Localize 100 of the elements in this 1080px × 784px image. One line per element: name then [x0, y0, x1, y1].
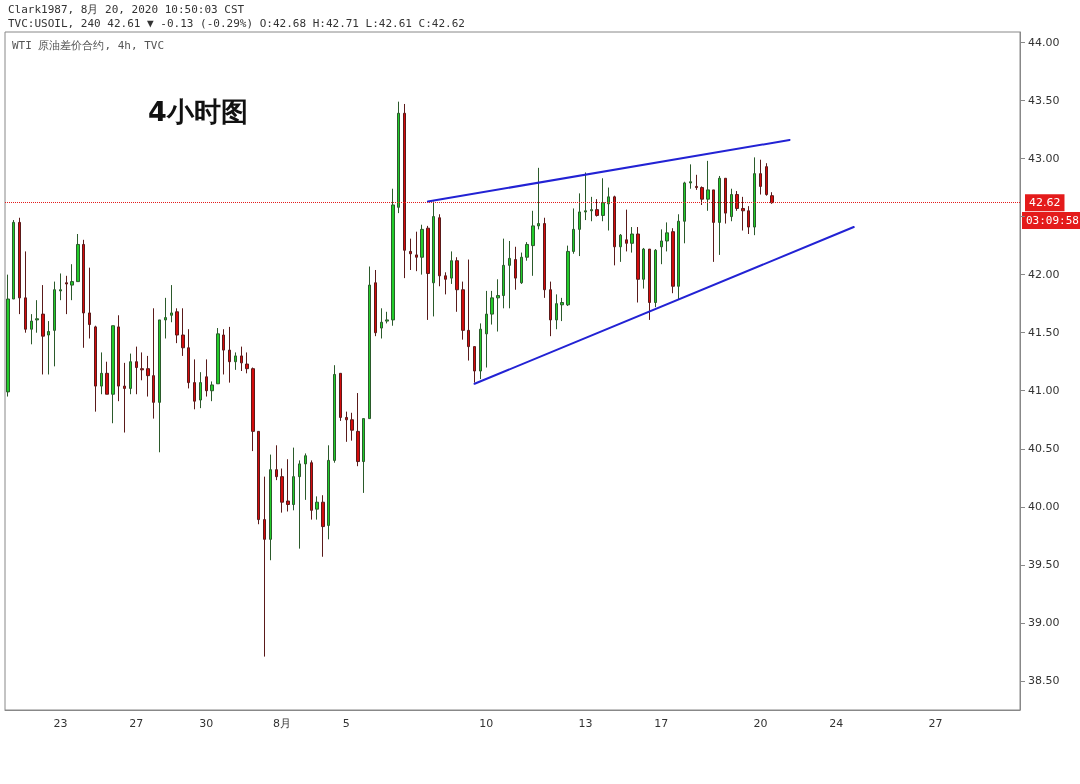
candlestick	[590, 196, 593, 222]
candlestick	[310, 459, 313, 521]
candlestick	[520, 252, 523, 285]
candlestick	[665, 221, 669, 252]
candlestick	[47, 320, 50, 375]
candlestick	[65, 275, 68, 315]
candlestick	[648, 248, 651, 321]
candlestick	[630, 226, 634, 254]
candlestick	[695, 174, 698, 191]
candlestick	[187, 328, 190, 389]
candlestick	[275, 444, 278, 481]
candlestick	[210, 380, 214, 402]
candlestick	[374, 269, 377, 337]
candlestick	[105, 361, 109, 395]
candlestick	[741, 196, 745, 232]
candlestick	[362, 418, 365, 494]
candlestick	[566, 245, 570, 307]
candlestick	[403, 103, 406, 279]
candlestick	[625, 209, 628, 252]
candlestick	[438, 213, 441, 287]
y-tick-label: 42.00	[1028, 268, 1060, 282]
candlestick	[100, 351, 103, 395]
candlestick	[485, 290, 488, 369]
candlestick	[397, 101, 400, 214]
candlestick	[24, 250, 27, 334]
candlestick	[327, 444, 330, 540]
candlestick	[426, 225, 430, 321]
y-tick-label: 43.00	[1028, 152, 1060, 166]
candlestick	[321, 494, 325, 558]
candlestick	[228, 326, 231, 384]
y-tick-label: 44.00	[1028, 35, 1060, 49]
candlestick	[420, 224, 424, 276]
candlestick	[245, 351, 249, 374]
candlestick	[263, 476, 266, 658]
y-tick-label: 41.00	[1028, 384, 1060, 398]
candlestick	[543, 217, 546, 299]
candlestick	[555, 293, 558, 330]
candlestick	[123, 362, 126, 434]
candlestick	[450, 250, 453, 285]
candlestick	[88, 267, 91, 339]
candlestick	[549, 281, 552, 337]
candlestick	[18, 217, 21, 315]
candlestick	[257, 430, 260, 525]
candlestick	[129, 353, 132, 395]
candlestick	[170, 284, 173, 323]
candlestick	[146, 355, 150, 398]
candlestick	[53, 281, 56, 367]
candlestick	[292, 447, 295, 511]
candlestick	[304, 452, 307, 501]
candlestick	[298, 459, 301, 550]
candlestick	[269, 454, 272, 561]
candlestick	[514, 246, 517, 291]
x-tick-label: 10	[479, 717, 494, 730]
candlestick	[199, 371, 202, 409]
candlestick	[765, 162, 768, 197]
candlestick	[41, 284, 45, 375]
candlestick	[94, 325, 97, 413]
candlestick	[380, 307, 383, 339]
candlestick	[35, 299, 39, 334]
candlestick	[700, 185, 704, 206]
candlestick	[339, 372, 342, 422]
candlestick	[508, 240, 511, 309]
candlestick	[660, 228, 663, 265]
candlestick	[164, 297, 167, 339]
candlestick	[753, 156, 756, 236]
candlestick	[356, 392, 360, 467]
candlestick	[240, 346, 243, 372]
candlestick	[444, 271, 447, 295]
candlestick	[712, 189, 715, 263]
candlestick	[30, 313, 33, 345]
text: Clark1987, 8月 20, 2020 10:50:03 CST	[8, 3, 245, 16]
y-tick-label: 39.50	[1028, 558, 1060, 572]
x-tick-label: 23	[53, 717, 68, 730]
candlestick	[473, 346, 476, 384]
text: TVC:USOIL, 240 42.61 ▼ -0.13 (-0.29%) O:42.68 H:42.71 L:42.61 C:42.62	[8, 17, 465, 30]
candlestick	[76, 233, 80, 283]
candlestick	[689, 163, 692, 190]
candlestick	[415, 231, 418, 272]
candlestick	[770, 191, 774, 205]
text: 4小时图	[148, 96, 248, 127]
candlestick	[759, 159, 762, 196]
x-tick-label: 5	[342, 717, 350, 730]
candlestick	[677, 213, 680, 300]
candlestick	[135, 346, 138, 395]
candlestick	[747, 205, 750, 235]
candlestick	[70, 263, 74, 301]
text: 03:09:58	[1026, 214, 1079, 227]
candlestick	[671, 227, 675, 294]
y-tick-label: 40.50	[1028, 442, 1060, 456]
candlestick	[6, 274, 10, 398]
candlestick	[216, 327, 220, 385]
candlestick	[537, 167, 540, 230]
candlestick	[601, 177, 605, 222]
candlestick	[205, 358, 208, 398]
candlestick	[181, 307, 185, 357]
candlestick	[607, 187, 610, 232]
y-tick-label: 38.50	[1028, 674, 1060, 688]
candlestick	[654, 248, 657, 308]
candlestick	[502, 238, 505, 309]
y-tick-label: 41.50	[1028, 326, 1060, 340]
